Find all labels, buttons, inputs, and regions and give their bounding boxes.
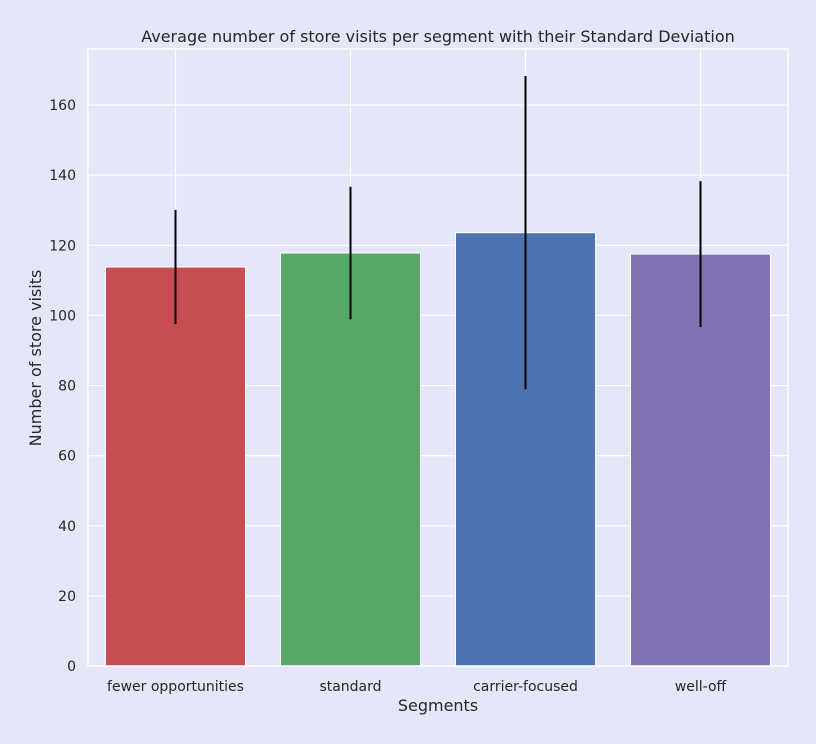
y-tick-label: 80 [58,379,76,395]
bar-standard [280,252,421,667]
x-tick-label: fewer opportunities [107,679,244,695]
y-tick-label: 0 [67,659,76,675]
y-tick-label: 160 [49,98,76,114]
x-tick-label: carrier-focused [473,679,578,695]
bar-fewer-opportunities [105,266,246,667]
y-tick-label: 40 [58,519,76,535]
y-tick-label: 100 [49,308,76,324]
x-tick-label: well-off [675,679,727,695]
plot-area: 0 20 40 60 80 100 120 140 160 fewer opportunities… [49,48,789,695]
y-axis-label: Number of store visits [26,270,45,447]
x-axis-label: Segments [398,696,478,715]
y-tick-label: 140 [49,168,76,184]
plot-frame [87,48,789,667]
y-tick-label: 20 [58,589,76,605]
chart-title: Average number of store visits per segme… [141,27,735,46]
y-tick-label: 60 [58,449,76,465]
y-tick-label: 120 [49,238,76,254]
x-tick-label: standard [319,679,381,695]
